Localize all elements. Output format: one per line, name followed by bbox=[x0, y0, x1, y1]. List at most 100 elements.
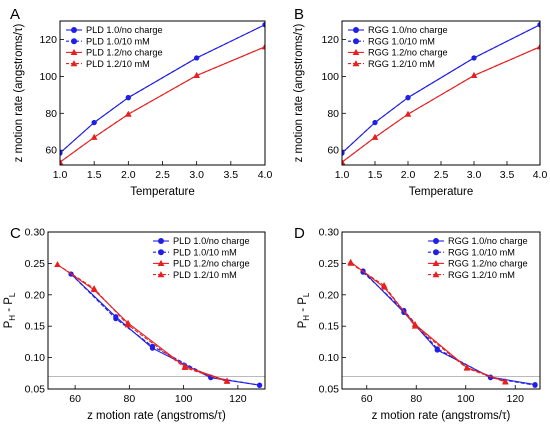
legend-marker bbox=[70, 60, 78, 67]
legend-entry: RGG 1.2/10 mM bbox=[368, 59, 435, 69]
legend-marker bbox=[158, 238, 164, 244]
x-tick-label: 1.0 bbox=[53, 169, 68, 181]
x-tick-label: 80 bbox=[124, 393, 136, 405]
series-2-point bbox=[342, 150, 345, 156]
plot-frame bbox=[341, 231, 541, 390]
y-tick-label: 100 bbox=[321, 71, 339, 83]
legend-marker bbox=[433, 238, 439, 244]
x-axis-label: Temperature bbox=[409, 186, 474, 198]
series-4-point bbox=[371, 133, 379, 140]
y-tick-label: 0.25 bbox=[25, 258, 46, 270]
x-axis-label: Temperature bbox=[130, 186, 195, 198]
series-4-point bbox=[470, 72, 478, 78]
series-2-point bbox=[532, 382, 538, 388]
x-axis-label: z motion rate (angstroms/τ) bbox=[372, 410, 511, 422]
legend-entry: PLD 1.0/no charge bbox=[86, 25, 163, 35]
legend-entry: PLD 1.2/no charge bbox=[173, 259, 250, 269]
series-2-point bbox=[405, 95, 411, 101]
x-tick-label: 3.0 bbox=[189, 169, 204, 181]
y-axis-label-part: H bbox=[302, 315, 311, 321]
legend-entry: RGG 1.0/no charge bbox=[448, 236, 528, 246]
series-4-point bbox=[193, 72, 200, 78]
y-tick-label: 60 bbox=[45, 145, 57, 157]
legend-entry: PLD 1.0/no charge bbox=[173, 236, 250, 246]
legend-entry: RGG 1.2/no charge bbox=[368, 48, 448, 58]
y-tick-label: 60 bbox=[327, 145, 339, 157]
y-tick-label: 0.15 bbox=[319, 321, 340, 333]
y-tick-label: 0.05 bbox=[319, 384, 340, 396]
x-tick-label: 3.5 bbox=[500, 169, 515, 181]
panel-label: B bbox=[294, 6, 304, 23]
series-group bbox=[54, 261, 263, 388]
series-group bbox=[342, 22, 540, 165]
x-tick-label: 4.0 bbox=[533, 169, 548, 181]
series-2-point bbox=[91, 119, 97, 126]
series-4-point bbox=[181, 364, 189, 371]
x-tick-label: 60 bbox=[69, 393, 81, 405]
plot-frame bbox=[59, 20, 266, 166]
y-tick-label: 0.20 bbox=[319, 289, 340, 301]
legend-marker bbox=[353, 27, 359, 33]
series-2-point bbox=[537, 22, 540, 28]
y-axis-label-part: P bbox=[3, 320, 15, 328]
series-2-point bbox=[125, 95, 131, 101]
series-1-line bbox=[70, 273, 260, 386]
y-tick-label: 80 bbox=[45, 108, 57, 120]
y-axis-label: z motion rate (angstroms/τ) bbox=[13, 23, 25, 162]
series-4-point bbox=[261, 43, 265, 50]
legend-marker bbox=[158, 249, 164, 256]
x-tick-label: 120 bbox=[506, 393, 524, 405]
series-4-point bbox=[502, 378, 509, 385]
y-tick-label: 0.20 bbox=[25, 289, 46, 301]
x-axis-label: z motion rate (angstroms/τ) bbox=[87, 410, 226, 422]
y-axis-label: PH - PL bbox=[3, 292, 17, 328]
panel-label: A bbox=[10, 6, 20, 23]
series-4-point bbox=[347, 260, 354, 266]
series-4-point bbox=[60, 158, 64, 165]
legend-entry: RGG 1.2/no charge bbox=[448, 259, 528, 269]
panel-a: A 1.0 1.5 2.0 2.5 3.0 3.5 4.0 60 80 100 120 Temperat… bbox=[10, 6, 272, 198]
plot-frame bbox=[341, 20, 541, 166]
legend-marker bbox=[71, 38, 77, 45]
legend-marker bbox=[352, 48, 360, 55]
legend-marker bbox=[432, 259, 440, 266]
series-4-point bbox=[90, 285, 98, 291]
panel-label: C bbox=[10, 225, 21, 242]
x-tick-label: 2.0 bbox=[401, 169, 416, 181]
x-tick-label: 120 bbox=[229, 393, 247, 405]
legend-entry: PLD 1.2/no charge bbox=[86, 48, 163, 58]
y-tick-label: 0.25 bbox=[319, 258, 340, 270]
series-2-point bbox=[60, 150, 63, 156]
x-tick-label: 4.0 bbox=[258, 169, 273, 181]
panel-label: D bbox=[294, 225, 305, 242]
x-tick-label: 1.5 bbox=[368, 169, 383, 181]
legend-marker bbox=[352, 60, 360, 67]
x-tick-label: 2.5 bbox=[434, 169, 449, 181]
legend-marker bbox=[71, 27, 77, 33]
series-4-point bbox=[536, 43, 540, 50]
legend-entry: PLD 1.2/10 mM bbox=[86, 59, 150, 69]
series-2-point bbox=[471, 55, 477, 61]
legend-entry: PLD 1.2/10 mM bbox=[173, 270, 237, 280]
legend-entry: RGG 1.0/no charge bbox=[368, 25, 448, 35]
x-tick-label: 80 bbox=[410, 393, 422, 405]
legend-entry: PLD 1.0/10 mM bbox=[86, 36, 150, 46]
series-2-point bbox=[372, 119, 378, 126]
y-tick-label: 120 bbox=[321, 34, 339, 46]
legend-entry: RGG 1.2/10 mM bbox=[448, 270, 515, 280]
series-4-point bbox=[404, 110, 412, 117]
series-4-point bbox=[90, 133, 98, 140]
y-tick-label: 80 bbox=[327, 108, 339, 120]
x-tick-label: 2.5 bbox=[155, 169, 170, 181]
series-2-point bbox=[194, 55, 200, 61]
y-tick-label: 0.30 bbox=[319, 227, 340, 239]
y-axis-label: PH - PL bbox=[297, 292, 311, 328]
legend-marker bbox=[433, 249, 439, 256]
plot-frame bbox=[47, 231, 266, 390]
series-3-line bbox=[57, 264, 228, 382]
legend-marker bbox=[157, 259, 165, 266]
series-2-line bbox=[362, 271, 536, 386]
